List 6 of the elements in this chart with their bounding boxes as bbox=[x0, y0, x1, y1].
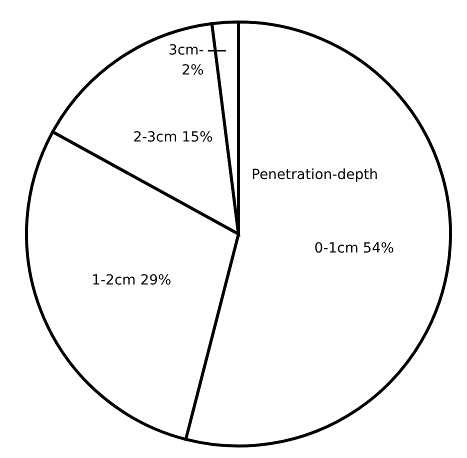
text: Penetration-depth bbox=[252, 167, 378, 183]
slice-label: 2-3cm 15% bbox=[133, 130, 213, 146]
slice-label: 0-1cm 54% bbox=[314, 240, 394, 257]
slice-label: 1-2cm 29% bbox=[92, 272, 172, 288]
slice-label: 3cm- bbox=[168, 42, 204, 59]
data-label: 2% bbox=[182, 62, 204, 79]
